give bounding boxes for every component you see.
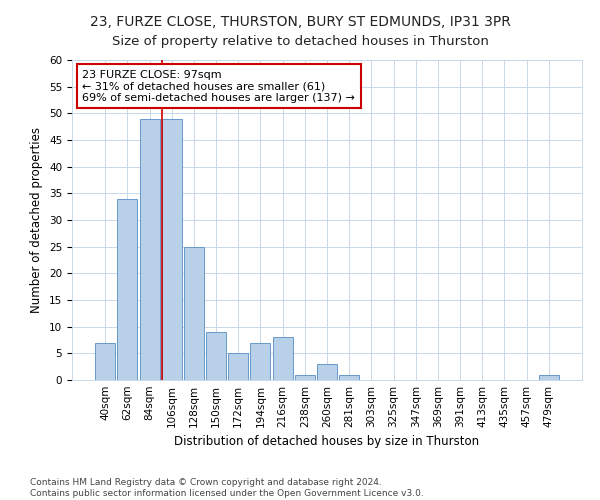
- Bar: [162, 118, 182, 380]
- X-axis label: Distribution of detached houses by size in Thurston: Distribution of detached houses by size …: [175, 436, 479, 448]
- Bar: [295, 374, 315, 380]
- Text: 23 FURZE CLOSE: 97sqm
← 31% of detached houses are smaller (61)
69% of semi-deta: 23 FURZE CLOSE: 97sqm ← 31% of detached …: [82, 70, 355, 103]
- Text: Contains HM Land Registry data © Crown copyright and database right 2024.
Contai: Contains HM Land Registry data © Crown c…: [30, 478, 424, 498]
- Bar: [184, 246, 204, 380]
- Bar: [118, 198, 137, 380]
- Bar: [206, 332, 226, 380]
- Bar: [339, 374, 359, 380]
- Text: Size of property relative to detached houses in Thurston: Size of property relative to detached ho…: [112, 35, 488, 48]
- Bar: [95, 342, 115, 380]
- Bar: [228, 354, 248, 380]
- Y-axis label: Number of detached properties: Number of detached properties: [31, 127, 43, 313]
- Text: 23, FURZE CLOSE, THURSTON, BURY ST EDMUNDS, IP31 3PR: 23, FURZE CLOSE, THURSTON, BURY ST EDMUN…: [89, 15, 511, 29]
- Bar: [317, 364, 337, 380]
- Bar: [539, 374, 559, 380]
- Bar: [272, 338, 293, 380]
- Bar: [140, 118, 160, 380]
- Bar: [250, 342, 271, 380]
